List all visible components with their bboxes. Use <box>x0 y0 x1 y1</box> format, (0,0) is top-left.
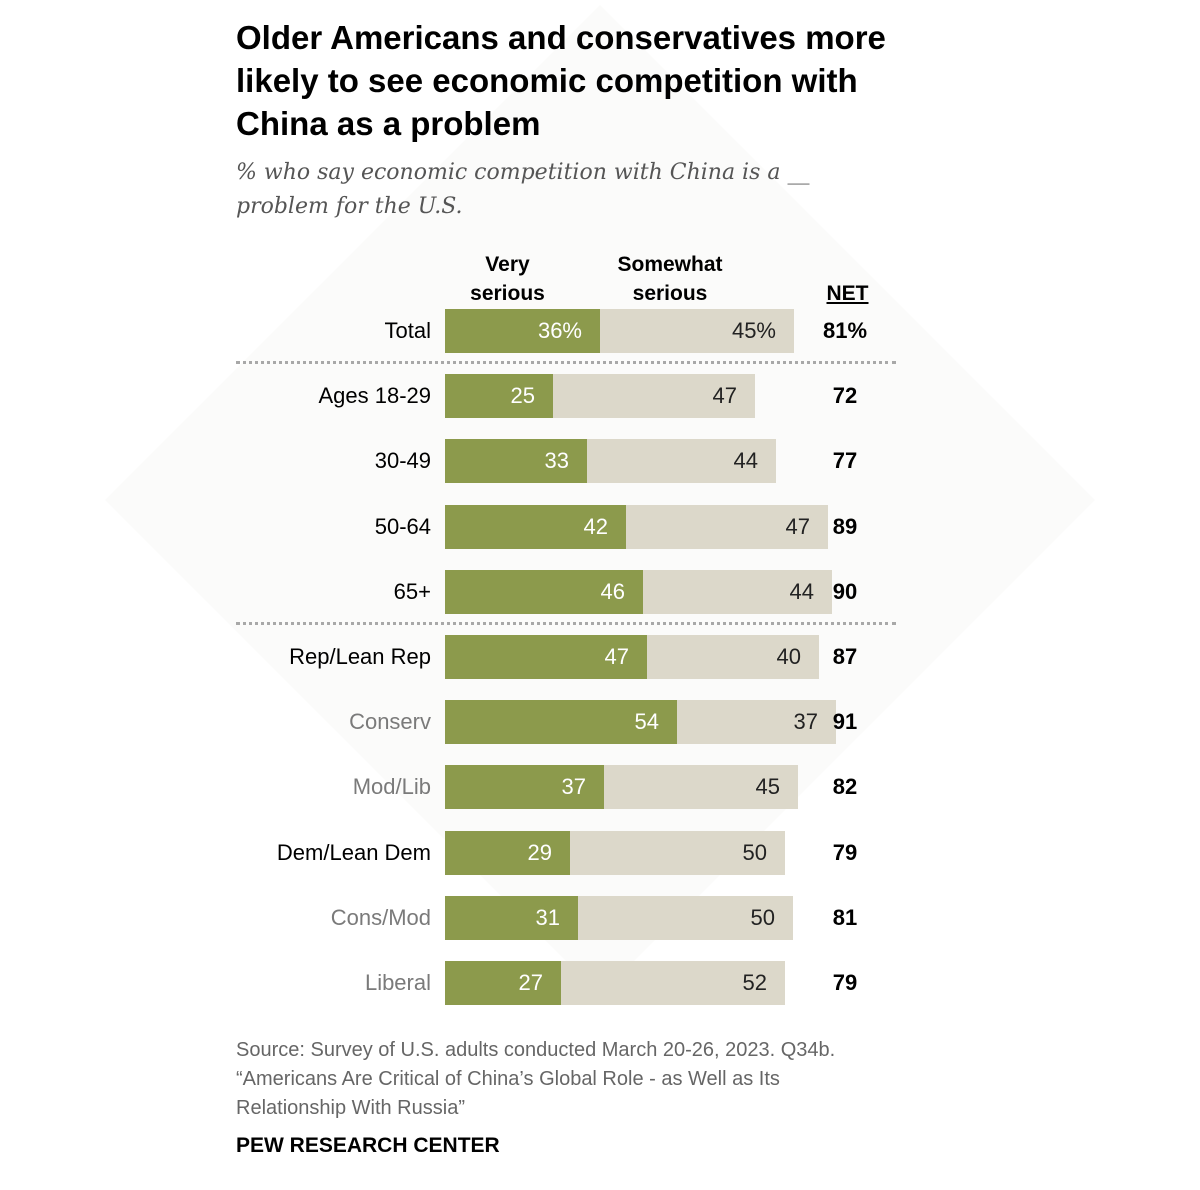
net-value-dem-lean-dem: 79 <box>800 831 890 875</box>
header-some-line1: Somewhat <box>600 250 740 279</box>
divider-after-total <box>236 361 896 364</box>
bar-somewhat-serious-30-49: 44 <box>587 439 776 483</box>
bar-very-serious-total: 36% <box>445 309 600 353</box>
bar-very-serious-rep-lean-rep: 47 <box>445 635 647 679</box>
bar-very-serious-50-64: 42 <box>445 505 626 549</box>
bar-somewhat-serious-mod-lib: 45 <box>604 765 798 809</box>
bar-very-serious-mod-lib: 37 <box>445 765 604 809</box>
row-label-liberal: Liberal <box>231 961 431 1005</box>
bar-very-serious-dem-lean-dem: 29 <box>445 831 570 875</box>
source-line-3: Relationship With Russia” <box>236 1094 936 1123</box>
bar-very-serious-ages-18-29: 25 <box>445 374 553 418</box>
net-value-ages-18-29: 72 <box>800 374 890 418</box>
row-label-65: 65+ <box>231 570 431 614</box>
divider-after-ages <box>236 622 896 625</box>
bar-somewhat-serious-total: 45% <box>600 309 794 353</box>
header-very-line2: serious <box>445 279 570 308</box>
bar-somewhat-serious-rep-lean-rep: 40 <box>647 635 819 679</box>
bar-somewhat-serious-liberal: 52 <box>561 961 785 1005</box>
source-line-1: Source: Survey of U.S. adults conducted … <box>236 1036 936 1065</box>
row-label-mod-lib: Mod/Lib <box>231 765 431 809</box>
chart-subtitle: % who say economic competition with Chin… <box>236 156 876 224</box>
bar-very-serious-liberal: 27 <box>445 961 561 1005</box>
row-label-dem-lean-dem: Dem/Lean Dem <box>231 831 431 875</box>
brand-label: PEW RESEARCH CENTER <box>236 1134 500 1158</box>
bar-very-serious-conserv: 54 <box>445 700 677 744</box>
source-note: Source: Survey of U.S. adults conducted … <box>236 1036 936 1123</box>
net-value-30-49: 77 <box>800 439 890 483</box>
net-value-65: 90 <box>800 570 890 614</box>
net-value-50-64: 89 <box>800 505 890 549</box>
header-very-serious: Very serious <box>445 250 570 308</box>
row-label-total: Total <box>231 309 431 353</box>
net-value-total: 81% <box>800 309 890 353</box>
bar-very-serious-30-49: 33 <box>445 439 587 483</box>
net-value-conserv: 91 <box>800 700 890 744</box>
row-label-cons-mod: Cons/Mod <box>231 896 431 940</box>
row-label-rep-lean-rep: Rep/Lean Rep <box>231 635 431 679</box>
header-somewhat-serious: Somewhat serious <box>600 250 740 308</box>
bar-somewhat-serious-cons-mod: 50 <box>578 896 793 940</box>
bar-somewhat-serious-ages-18-29: 47 <box>553 374 755 418</box>
row-label-conserv: Conserv <box>231 700 431 744</box>
row-label-50-64: 50-64 <box>231 505 431 549</box>
chart-container: Older Americans and conservatives more l… <box>0 0 1200 1190</box>
header-some-line2: serious <box>600 279 740 308</box>
net-value-mod-lib: 82 <box>800 765 890 809</box>
bar-somewhat-serious-50-64: 47 <box>626 505 828 549</box>
bar-somewhat-serious-dem-lean-dem: 50 <box>570 831 785 875</box>
header-very-line1: Very <box>445 250 570 279</box>
bar-very-serious-cons-mod: 31 <box>445 896 578 940</box>
net-value-rep-lean-rep: 87 <box>800 635 890 679</box>
bar-very-serious-65: 46 <box>445 570 643 614</box>
row-label-30-49: 30-49 <box>231 439 431 483</box>
chart-title: Older Americans and conservatives more l… <box>236 16 896 145</box>
net-value-cons-mod: 81 <box>800 896 890 940</box>
row-label-ages-18-29: Ages 18-29 <box>231 374 431 418</box>
header-net: NET <box>800 279 895 308</box>
net-value-liberal: 79 <box>800 961 890 1005</box>
source-line-2: “Americans Are Critical of China’s Globa… <box>236 1065 936 1094</box>
